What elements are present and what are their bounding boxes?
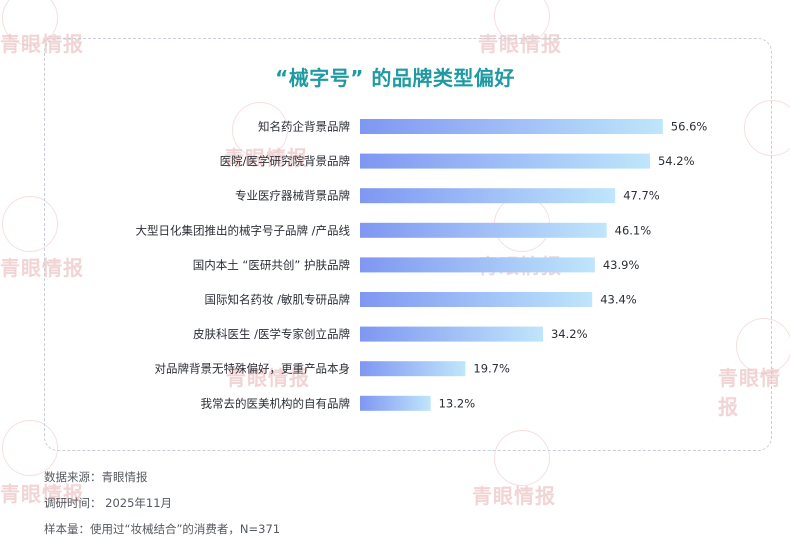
bar (360, 119, 663, 134)
category-label: 国际知名药妆 /敏肌专研品牌 (204, 293, 350, 307)
value-label: 34.2% (551, 327, 588, 341)
category-label: 对品牌背景无特殊偏好，更重产品本身 (155, 362, 351, 376)
value-label: 19.7% (473, 362, 510, 376)
value-label: 54.2% (658, 154, 695, 168)
value-label: 13.2% (439, 396, 476, 410)
value-label: 46.1% (615, 223, 652, 237)
bar (360, 361, 466, 377)
category-label: 专业医疗器械背景品牌 (235, 189, 350, 203)
value-label: 43.9% (603, 258, 640, 272)
value-label: 47.7% (623, 189, 660, 203)
category-label: 皮肤科医生 /医学专家创立品牌 (193, 327, 350, 341)
bar (360, 326, 543, 342)
bar (360, 222, 607, 238)
category-label: 大型日化集团推出的械字号子品牌 /产品线 (135, 223, 350, 237)
category-label: 我常去的医美机构的自有品牌 (201, 396, 351, 410)
bar (360, 188, 616, 204)
category-label: 医院/医学研究院背景品牌 (220, 154, 350, 168)
footer-survey-time: 调研时间： 2025年11月 (44, 496, 173, 510)
bar (360, 395, 431, 411)
chart-title: “械字号” 的品牌类型偏好 (275, 66, 515, 90)
category-label: 知名药企背景品牌 (258, 120, 350, 134)
value-label: 56.6% (671, 120, 708, 134)
bar (360, 153, 650, 169)
category-label: 国内本土 “医研共创” 护肤品牌 (193, 258, 350, 272)
value-label: 43.4% (600, 293, 637, 307)
bar (360, 292, 593, 307)
chart-card (44, 38, 772, 451)
footer-source: 数据来源：青眼情报 (44, 470, 148, 484)
footer-sample: 样本量：使用过“妆械结合”的消费者，N=371 (44, 522, 281, 536)
bar (360, 257, 595, 273)
